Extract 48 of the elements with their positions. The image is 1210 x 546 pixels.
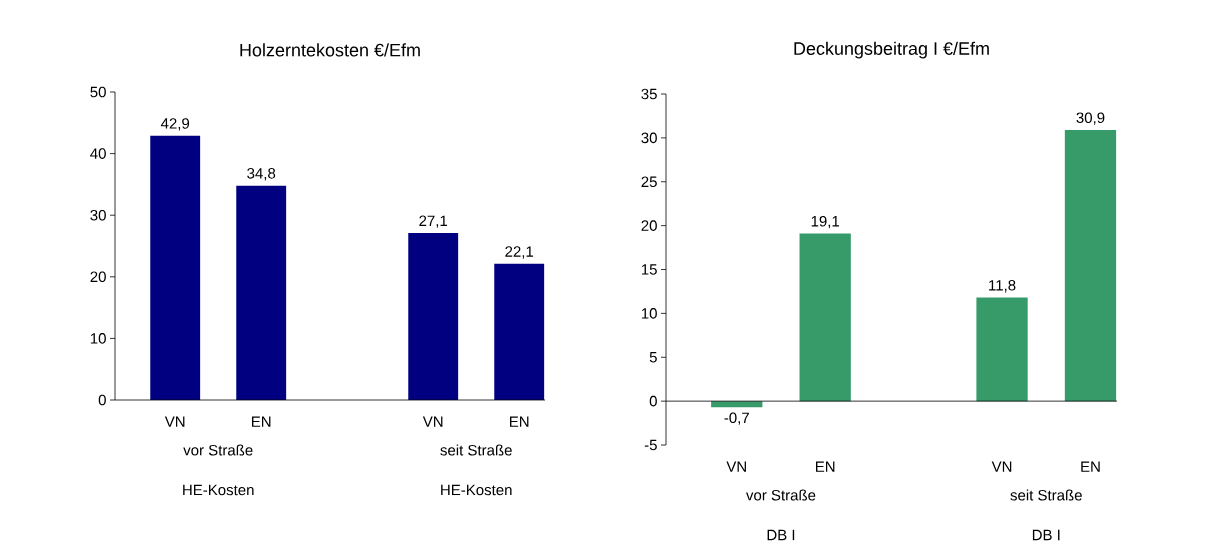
data-label: 42,9	[160, 118, 190, 131]
bar	[1064, 129, 1117, 402]
text: seit Straße	[1010, 489, 1082, 501]
y-tick-label: 30	[641, 132, 657, 144]
bar	[408, 233, 459, 400]
y-tick-label: 10	[641, 308, 657, 319]
data-label: 22,1	[505, 246, 534, 259]
y-tick-label: -5	[644, 439, 657, 451]
y-tick-label: 10	[90, 333, 106, 344]
y-tick-label: 35	[641, 88, 657, 100]
bar	[976, 297, 1028, 402]
bar	[494, 263, 545, 400]
y-tick-label: 15	[641, 264, 657, 275]
x-tick-label: EN	[1081, 461, 1100, 472]
y-tick-label: 0	[649, 395, 657, 407]
data-label: 19,1	[811, 215, 840, 229]
data-label: 30,9	[1076, 112, 1105, 125]
text: DB I	[1032, 529, 1060, 541]
x-tick-label: VN	[726, 461, 746, 472]
x-tick-label: EN	[816, 461, 835, 472]
y-tick-label: 50	[90, 86, 106, 98]
text: DB I	[767, 529, 795, 541]
bar	[150, 135, 201, 400]
x-tick-label: VN	[422, 416, 443, 427]
chart-title: Deckungsbeitrag I €/Efm	[794, 41, 989, 59]
y-tick-label: 25	[641, 176, 657, 188]
text: HE-Kosten	[441, 484, 512, 496]
data-label: -0,7	[724, 412, 749, 425]
text: vor Straße	[746, 489, 816, 501]
data-label: 27,1	[419, 215, 448, 228]
chart-title: Holzerntekosten €/Efm	[240, 43, 420, 57]
x-tick-label: VN	[991, 461, 1012, 472]
x-tick-label: VN	[164, 416, 185, 427]
y-tick-label: 20	[90, 271, 106, 283]
text: vor Straße	[183, 444, 253, 456]
y-tick-label: 40	[90, 148, 106, 159]
x-tick-label: EN	[510, 416, 529, 427]
y-tick-label: 30	[90, 209, 106, 221]
text: seit Straße	[440, 444, 512, 456]
y-tick-label: 20	[641, 220, 657, 231]
y-tick-label: 0	[98, 394, 106, 406]
bar	[236, 185, 287, 400]
data-label: 11,8	[989, 279, 1016, 293]
x-tick-label: EN	[252, 416, 271, 427]
y-tick-label: 5	[649, 352, 657, 363]
data-label: 34,8	[247, 168, 276, 181]
bar	[799, 233, 851, 402]
text: HE-Kosten	[183, 484, 254, 496]
